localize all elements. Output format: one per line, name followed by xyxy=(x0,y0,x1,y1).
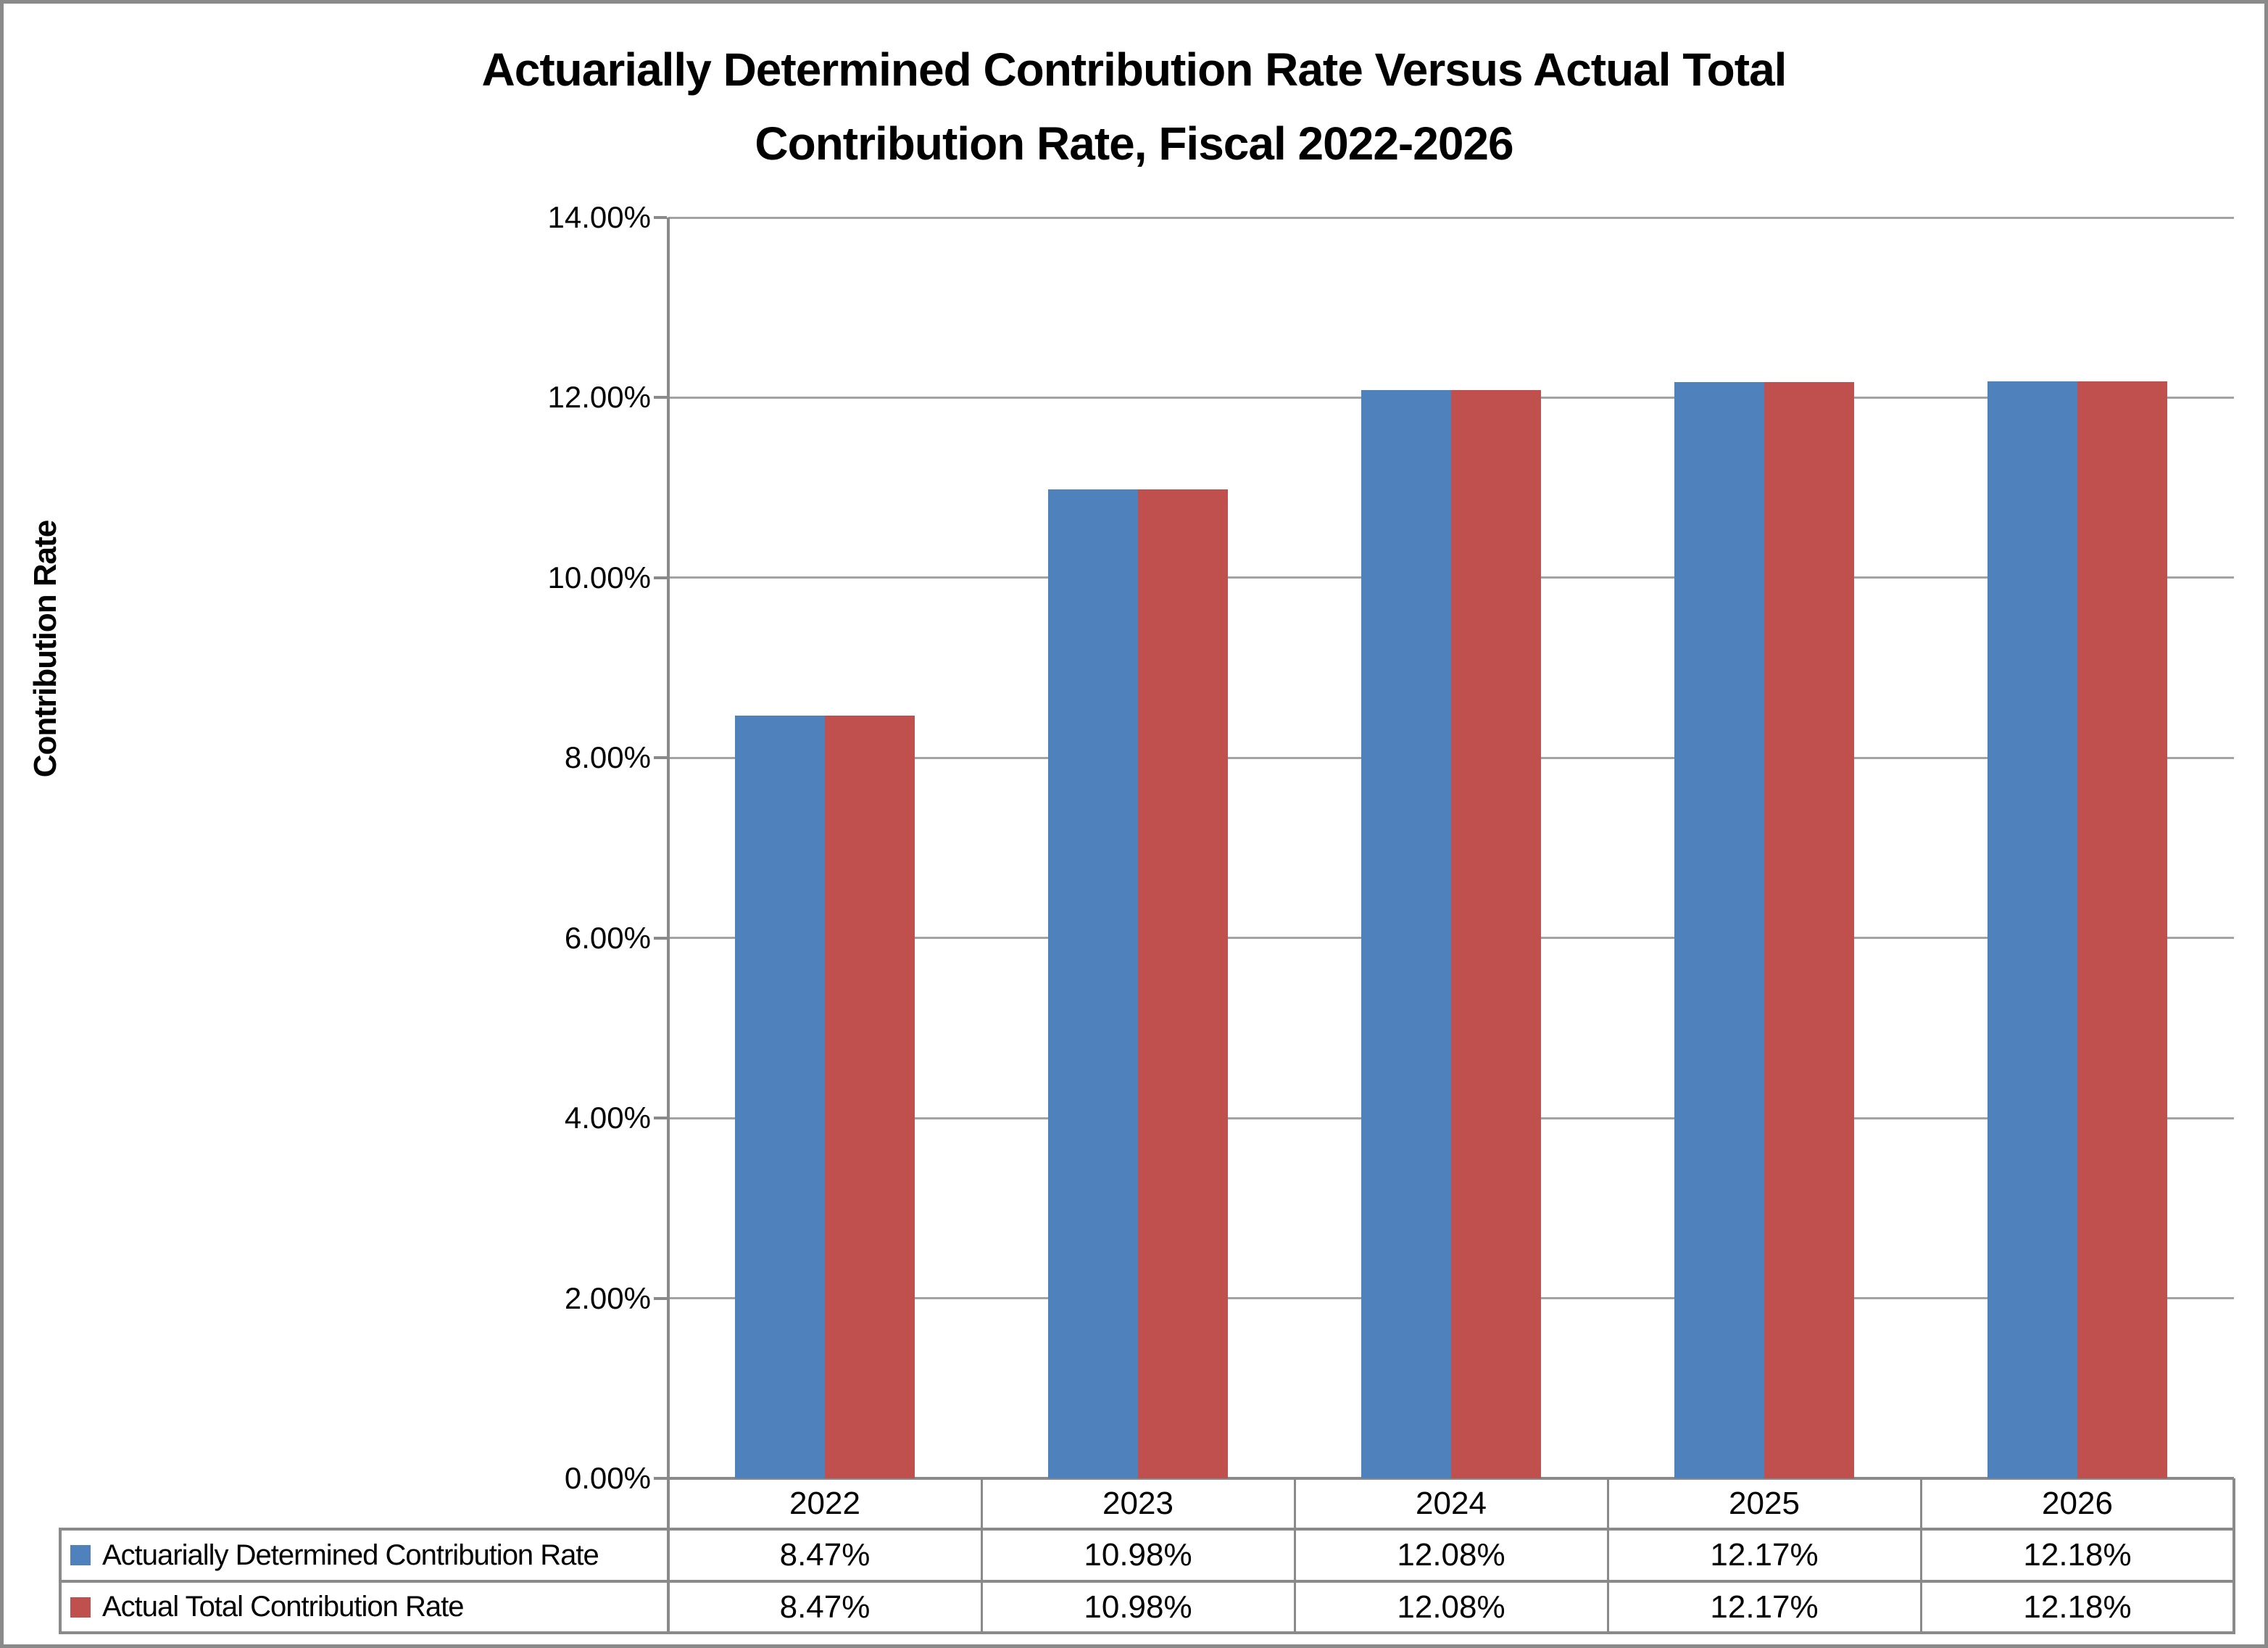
y-axis-line xyxy=(667,218,670,1633)
y-tick-label-2: 2.00% xyxy=(564,1281,651,1315)
value-cell-actual-total-2025: 12.17% xyxy=(1710,1589,1819,1625)
y-tick-mark-2 xyxy=(654,1297,667,1300)
y-tick-mark-12 xyxy=(654,396,667,399)
series-label-text: Actuarially Determined Contribution Rate xyxy=(102,1539,599,1571)
value-cell-actuarially-determined-2024: 12.08% xyxy=(1397,1537,1505,1573)
year-cell-2022: 2022 xyxy=(789,1486,860,1521)
bar-actual-total-2024 xyxy=(1451,390,1541,1478)
series-label-actuarially-determined: Actuarially Determined Contribution Rate xyxy=(70,1529,664,1581)
value-cell-actuarially-determined-2022: 8.47% xyxy=(779,1537,871,1573)
y-tick-label-10: 10.00% xyxy=(547,560,651,595)
year-cell-2025: 2025 xyxy=(1729,1486,1800,1521)
table-row-border-1 xyxy=(59,1580,2235,1583)
y-tick-mark-14 xyxy=(654,216,667,219)
bar-actual-total-2025 xyxy=(1764,382,1854,1478)
chart-title-line-2: Contribution Rate, Fiscal 2022-2026 xyxy=(755,117,1513,170)
series-label-actual-total: Actual Total Contribution Rate xyxy=(70,1581,664,1633)
table-row-border-0 xyxy=(59,1528,2235,1531)
value-cell-actual-total-2026: 12.18% xyxy=(2023,1589,2132,1625)
y-tick-mark-0 xyxy=(654,1477,667,1480)
value-cell-actuarially-determined-2025: 12.17% xyxy=(1710,1537,1819,1573)
table-column-border xyxy=(1607,1478,1609,1633)
year-cell-2024: 2024 xyxy=(1416,1486,1487,1521)
table-column-border xyxy=(1294,1478,1296,1633)
table-row-border-2 xyxy=(59,1631,2235,1634)
y-tick-label-0: 0.00% xyxy=(564,1461,651,1495)
bar-actuarially-determined-2024 xyxy=(1361,390,1451,1478)
value-cell-actual-total-2023: 10.98% xyxy=(1084,1589,1192,1625)
y-tick-mark-8 xyxy=(654,756,667,759)
chart-title: Actuarially Determined Contribution Rate… xyxy=(4,33,2264,181)
bar-actual-total-2022 xyxy=(825,716,915,1478)
legend-key-actual-total xyxy=(70,1597,91,1618)
table-column-border xyxy=(981,1478,983,1633)
y-tick-mark-10 xyxy=(654,576,667,579)
value-cell-actual-total-2024: 12.08% xyxy=(1397,1589,1505,1625)
year-cell-2023: 2023 xyxy=(1102,1486,1174,1521)
bar-actuarially-determined-2025 xyxy=(1674,382,1764,1478)
value-cell-actual-total-2022: 8.47% xyxy=(779,1589,871,1625)
year-cell-2026: 2026 xyxy=(2042,1486,2113,1521)
x-axis-line xyxy=(668,1477,2234,1480)
y-axis-title: Contribution Rate xyxy=(28,520,63,778)
bar-actual-total-2026 xyxy=(2077,381,2167,1478)
gridline-14 xyxy=(668,217,2234,219)
bar-actuarially-determined-2023 xyxy=(1048,489,1138,1478)
y-tick-mark-4 xyxy=(654,1117,667,1119)
y-tick-mark-6 xyxy=(654,937,667,940)
y-tick-label-6: 6.00% xyxy=(564,921,651,955)
bar-actuarially-determined-2022 xyxy=(735,716,825,1478)
y-tick-label-14: 14.00% xyxy=(547,200,651,234)
value-cell-actuarially-determined-2023: 10.98% xyxy=(1084,1537,1192,1573)
y-tick-label-4: 4.00% xyxy=(564,1101,651,1135)
y-tick-label-8: 8.00% xyxy=(564,740,651,774)
series-label-text: Actual Total Contribution Rate xyxy=(102,1591,464,1623)
y-tick-label-12: 12.00% xyxy=(547,380,651,414)
chart-title-line-1: Actuarially Determined Contribution Rate… xyxy=(481,44,1787,96)
value-cell-actuarially-determined-2026: 12.18% xyxy=(2023,1537,2132,1573)
legend-key-actuarially-determined xyxy=(70,1545,91,1565)
bar-actuarially-determined-2026 xyxy=(1987,381,2077,1478)
bar-actual-total-2023 xyxy=(1138,489,1228,1478)
table-column-border xyxy=(1920,1478,1922,1633)
table-right-border xyxy=(2232,1478,2235,1633)
